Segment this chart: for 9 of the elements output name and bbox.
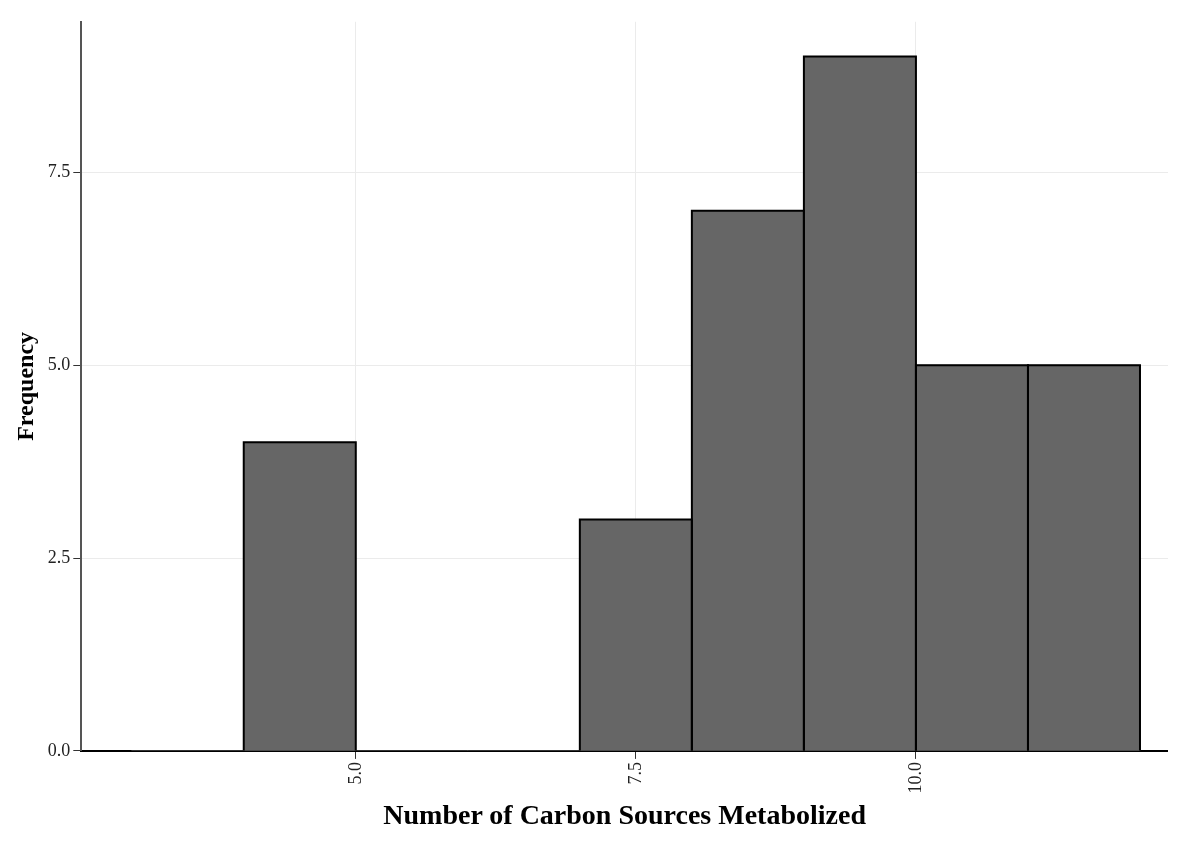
y-tick-label: 5.0	[47, 353, 71, 374]
x-tick-label: 10.0	[904, 761, 925, 794]
x-axis-title: Number of Carbon Sources Metabolized	[383, 799, 867, 831]
x-tick-label: 5.0	[344, 761, 365, 785]
y-tick-label: 0.0	[47, 739, 71, 760]
y-axis-title: Frequency	[11, 331, 38, 441]
x-tick-label: 7.5	[624, 761, 645, 785]
y-tick-label: 2.5	[47, 546, 71, 567]
y-tick-label: 7.5	[47, 160, 71, 181]
